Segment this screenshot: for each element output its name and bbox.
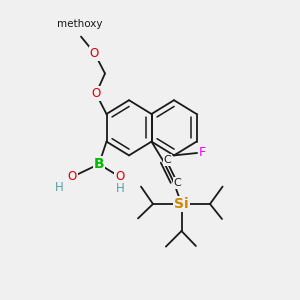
Text: O: O	[90, 46, 99, 60]
Text: Si: Si	[174, 197, 189, 211]
Text: methoxy: methoxy	[57, 19, 102, 29]
Text: C: C	[164, 155, 171, 165]
Text: O: O	[116, 170, 124, 184]
Text: C: C	[173, 178, 181, 188]
Text: O: O	[68, 170, 76, 184]
Text: H: H	[116, 182, 124, 196]
Text: F: F	[199, 146, 206, 160]
Text: O: O	[92, 87, 100, 100]
Text: B: B	[94, 157, 104, 171]
Text: H: H	[55, 181, 64, 194]
